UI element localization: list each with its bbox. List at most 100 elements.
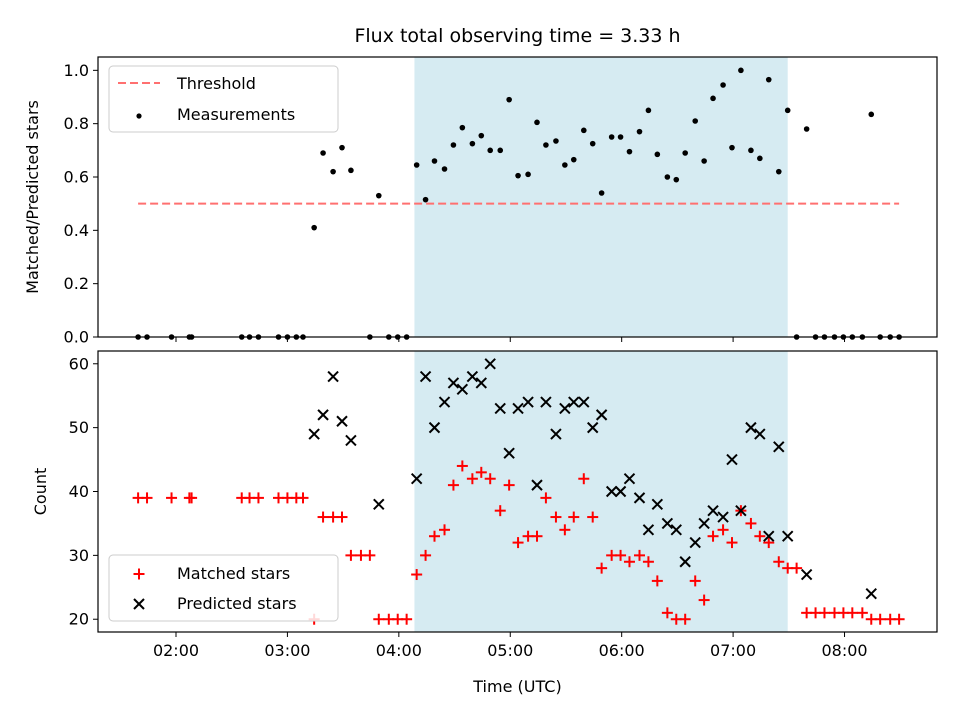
- measurement-point: [515, 172, 521, 179]
- legend-predicted-label: Predicted stars: [177, 594, 297, 613]
- legend-threshold-label: Threshold: [176, 74, 256, 93]
- predicted-star-point: [670, 524, 682, 536]
- matched-star-point: [141, 492, 153, 504]
- predicted-star-point: [531, 479, 543, 491]
- matched-star-point: [466, 473, 478, 485]
- measurement-point: [450, 142, 457, 148]
- measurement-point: [570, 156, 577, 163]
- bottom-y-tick-label: 60: [69, 354, 89, 373]
- matched-star-point: [763, 537, 775, 549]
- x-tick-label: 04:00: [376, 641, 422, 660]
- top-axes-frame: [97, 56, 938, 338]
- measurement-point: [580, 127, 587, 134]
- top-y-tick-label: 1.0: [64, 61, 89, 80]
- measurement-point: [413, 162, 420, 168]
- measurement-point: [589, 140, 596, 147]
- x-tick-label: 07:00: [710, 641, 756, 660]
- measurement-point: [692, 118, 699, 124]
- legend-predicted-swatch: [133, 598, 145, 610]
- matched-star-point: [717, 524, 729, 536]
- matched-star-point: [587, 511, 599, 523]
- measurement-point: [478, 132, 485, 139]
- measurement-point: [738, 67, 744, 74]
- matched-star-point: [503, 479, 515, 491]
- chart-title: Flux total observing time = 3.33 h: [354, 25, 680, 47]
- ratio-panel: 0.0 0.2 0.4 0.6 0.8 1.0 Flux total observing …: [23, 25, 938, 347]
- legend-matched-label: Matched stars: [177, 564, 290, 583]
- matched-star-point: [726, 537, 738, 549]
- measurement-point: [469, 140, 476, 147]
- predicted-star-point: [587, 421, 599, 434]
- measurement-point: [654, 151, 661, 158]
- measurement-point: [636, 128, 643, 135]
- matched-star-point: [428, 530, 440, 542]
- measurement-point: [682, 150, 688, 156]
- measurement-point: [645, 107, 652, 114]
- matched-star-point: [559, 524, 571, 536]
- matched-star-point: [791, 562, 803, 574]
- matched-star-point: [698, 594, 710, 606]
- bottom-y-tick-label: 50: [69, 418, 89, 437]
- predicted-star-point: [494, 402, 506, 415]
- predicted-star-point: [698, 517, 710, 530]
- legend-matched-swatch: [133, 568, 145, 580]
- predicted-star-point: [540, 396, 552, 408]
- predicted-star-point: [410, 473, 423, 485]
- matched-star-point: [856, 607, 868, 619]
- measurement-point: [617, 134, 624, 140]
- x-tick-label: 06:00: [599, 641, 645, 660]
- measurement-point: [441, 166, 448, 172]
- predicted-star-point: [578, 396, 590, 408]
- count-panel: 20 30 40 50 60 02:00 03:00 04:00 05:00 06:00 07:00…: [31, 350, 938, 696]
- measurement-point: [534, 119, 540, 126]
- matched-star-point: [578, 473, 590, 485]
- matched-star-point: [642, 556, 654, 568]
- legend-measurements-swatch: [136, 113, 142, 119]
- predicted-star-point: [419, 370, 432, 383]
- matched-star-point: [679, 613, 691, 625]
- matched-star-point: [540, 492, 552, 504]
- predicted-star-point: [642, 524, 655, 536]
- x-axis-label: Time (UTC): [472, 677, 561, 696]
- matched-star-point: [317, 511, 329, 523]
- top-y-tick-label: 0.6: [64, 168, 89, 187]
- predicted-star-point: [614, 485, 627, 498]
- x-tick-label: 08:00: [821, 641, 867, 660]
- measurement-point: [720, 82, 726, 88]
- predicted-star-point: [633, 492, 646, 504]
- predicted-star-point: [503, 447, 515, 459]
- matched-star-point: [846, 607, 858, 619]
- predicted-star-point: [689, 536, 701, 549]
- bottom-ticks: 20 30 40 50 60 02:00 03:00 04:00 05:00 06:00 07:00…: [69, 354, 868, 660]
- bottom-legend-box: [108, 554, 339, 622]
- top-legend: Threshold Measurements: [108, 65, 339, 133]
- matched-star-point: [596, 562, 608, 574]
- matched-star-point: [166, 492, 178, 504]
- predicted-star-point: [308, 428, 320, 440]
- matched-star-point: [661, 607, 673, 619]
- matched-star-point: [345, 549, 357, 561]
- matched-star-point: [707, 530, 719, 542]
- predicted-star-point: [726, 453, 738, 466]
- predicted-star-point: [345, 434, 357, 447]
- matched-star-point: [568, 511, 580, 523]
- measurement-point: [311, 224, 317, 231]
- matched-star-point: [401, 613, 413, 625]
- predicted-star-point: [763, 530, 775, 542]
- matched-star-point: [420, 549, 432, 561]
- matched-star-point: [512, 537, 524, 549]
- x-tick-label: 03:00: [264, 641, 310, 660]
- matched-star-point: [373, 613, 385, 625]
- predicted-star-point: [550, 428, 562, 440]
- predicted-star-point: [456, 383, 469, 396]
- matched-star-point: [447, 479, 459, 491]
- matched-star-point: [186, 492, 198, 504]
- measurement-point: [459, 124, 466, 131]
- bottom-observing-window-shading: [414, 351, 788, 632]
- matched-star-point: [456, 460, 468, 472]
- predicted-star-point: [754, 428, 766, 440]
- bottom-y-tick-label: 40: [69, 482, 89, 501]
- top-y-tick-label: 0.0: [64, 328, 89, 347]
- predicted-star-point: [522, 396, 534, 408]
